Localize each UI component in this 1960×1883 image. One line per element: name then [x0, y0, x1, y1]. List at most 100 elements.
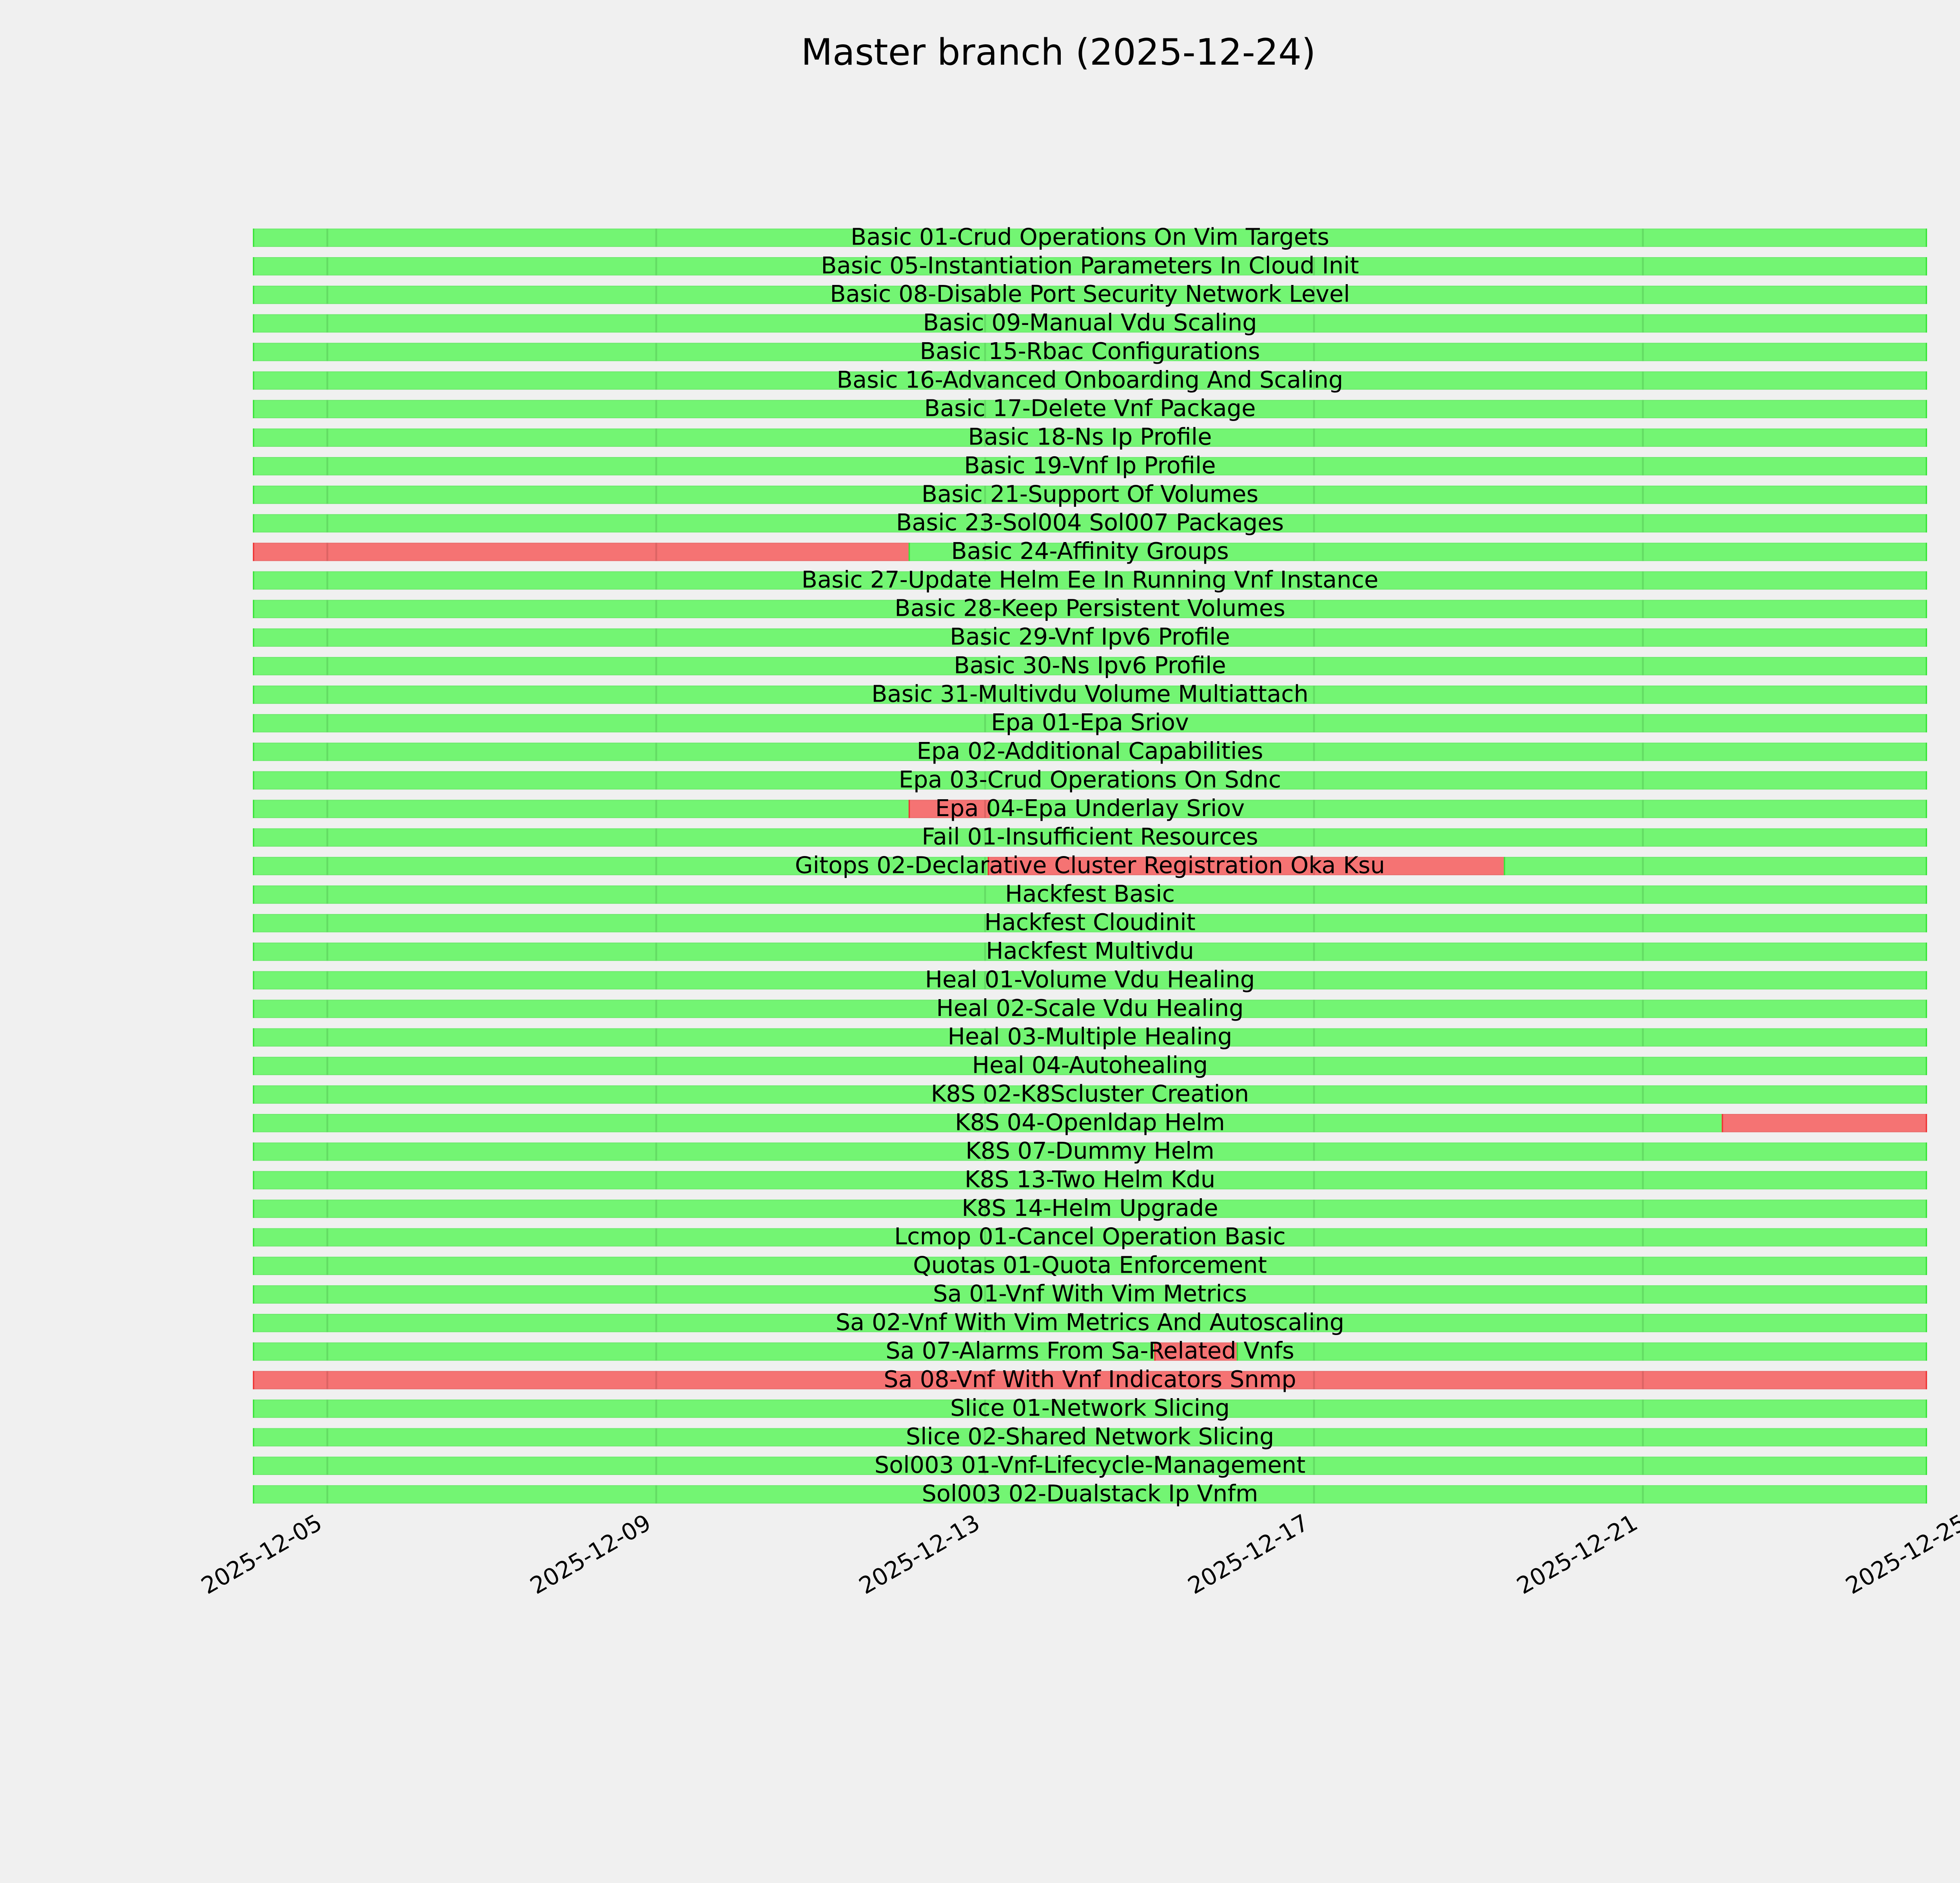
status-segment-pass — [253, 971, 1927, 990]
bar-label: Epa 02-Additional Capabilities — [917, 737, 1263, 764]
segment-top-edge — [253, 514, 1927, 515]
bar-end-edge — [1926, 257, 1927, 276]
status-segment-pass — [253, 400, 1927, 418]
segment-boundary-line — [326, 885, 328, 904]
segment-boundary-line — [1642, 885, 1644, 904]
segment-boundary-line — [1313, 571, 1315, 590]
segment-boundary-line — [655, 343, 657, 361]
bar-start-edge — [253, 343, 254, 361]
bar-start-edge — [253, 828, 254, 847]
segment-bottom-edge — [253, 1302, 1927, 1304]
bar-end-edge — [1926, 742, 1927, 761]
bar-end-edge — [1926, 428, 1927, 447]
bar-label: Basic 01-Crud Operations On Vim Targets — [851, 223, 1329, 250]
segment-bottom-edge — [1504, 874, 1927, 875]
segment-boundary-line — [655, 257, 657, 276]
segment-boundary-line — [984, 942, 986, 961]
status-segment-pass — [253, 686, 1927, 704]
bar-end-edge — [1926, 686, 1927, 704]
segment-boundary-line — [984, 1314, 986, 1332]
bar-start-edge — [253, 857, 254, 875]
bar-end-edge — [1926, 828, 1927, 847]
segment-boundary-line — [655, 1428, 657, 1447]
bar-end-edge — [1926, 1028, 1927, 1047]
segment-bottom-edge — [253, 503, 1927, 504]
segment-boundary-line — [984, 1057, 986, 1075]
segment-top-edge — [253, 885, 1927, 887]
bar-row: K8S 14-Helm Upgrade — [253, 1194, 1927, 1221]
segment-boundary-line — [984, 285, 986, 304]
bar-start-edge — [253, 1457, 254, 1475]
segment-top-edge — [253, 428, 1927, 430]
segment-top-edge — [253, 1171, 1927, 1172]
segment-top-edge — [253, 1199, 1927, 1201]
bar-label: Heal 04-Autohealing — [972, 1052, 1208, 1079]
segment-boundary-line — [655, 1371, 657, 1390]
segment-top-edge — [253, 714, 1927, 715]
bar-label: Epa 03-Crud Operations On Sdnc — [899, 766, 1281, 793]
segment-boundary-line — [1313, 457, 1315, 475]
segment-boundary-line — [326, 742, 328, 761]
bar-end-edge — [1926, 942, 1927, 961]
segment-boundary-line — [326, 229, 328, 247]
segment-top-edge — [253, 971, 1927, 972]
bar-start-edge — [253, 1428, 254, 1447]
segment-boundary-line — [1313, 1485, 1315, 1504]
status-segment-pass — [253, 1399, 1927, 1418]
segment-boundary-line — [326, 628, 328, 647]
bar-row: Epa 04-Epa Underlay Sriov — [253, 795, 1927, 822]
segment-bottom-edge — [253, 246, 1927, 247]
segment-boundary-line — [1642, 485, 1644, 504]
segment-boundary-line — [1642, 942, 1644, 961]
segment-boundary-line — [655, 1057, 657, 1075]
segment-boundary-line — [655, 1171, 657, 1190]
segment-boundary-line — [984, 371, 986, 390]
bar-end-edge — [1926, 1285, 1927, 1304]
segment-boundary-line — [326, 914, 328, 932]
segment-boundary-line — [326, 1142, 328, 1161]
segment-boundary-line — [326, 1399, 328, 1418]
segment-boundary-line — [984, 229, 986, 247]
segment-boundary-line — [326, 942, 328, 961]
segment-bottom-edge — [253, 303, 1927, 304]
segment-boundary-line — [1313, 257, 1315, 276]
segment-boundary-line — [326, 600, 328, 619]
segment-boundary-line — [1313, 371, 1315, 390]
segment-boundary-line — [1313, 343, 1315, 361]
bar-row: Sa 01-Vnf With Vim Metrics — [253, 1280, 1927, 1307]
segment-top-edge — [253, 1428, 1927, 1429]
bar-label: Hackfest Basic — [1005, 880, 1175, 907]
bar-label: Basic 30-Ns Ipv6 Profile — [954, 651, 1226, 678]
segment-boundary-line — [1313, 1257, 1315, 1275]
bar-start-edge — [253, 1000, 254, 1018]
segment-bottom-edge — [253, 1103, 1927, 1104]
segment-boundary-line — [1313, 1228, 1315, 1247]
bar-start-edge — [253, 1171, 254, 1190]
bar-start-edge — [253, 1399, 254, 1418]
segment-top-edge — [253, 742, 1927, 744]
segment-boundary-line — [1642, 971, 1644, 990]
bar-end-edge — [1926, 229, 1927, 247]
segment-bottom-edge — [253, 1274, 1927, 1275]
bar-label: K8S 13-Two Helm Kdu — [965, 1166, 1216, 1193]
bar-start-edge — [253, 1257, 254, 1275]
segment-boundary-line — [1313, 229, 1315, 247]
bar-label: K8S 02-K8Scluster Creation — [931, 1080, 1249, 1107]
segment-boundary-line — [984, 885, 986, 904]
status-segment-pass — [253, 457, 1927, 475]
bar-row: Fail 01-Insufficient Resources — [253, 823, 1927, 850]
segment-boundary-line — [326, 714, 328, 733]
segment-boundary-line — [984, 457, 986, 475]
segment-boundary-line — [984, 1485, 986, 1504]
bar-end-edge — [1926, 914, 1927, 932]
segment-boundary-line — [984, 1199, 986, 1218]
bar-row: Heal 01-Volume Vdu Healing — [253, 966, 1927, 993]
segment-boundary-line — [326, 1171, 328, 1190]
bar-end-edge — [1926, 400, 1927, 418]
segment-boundary-line — [1313, 1085, 1315, 1104]
segment-bottom-edge — [253, 960, 1927, 961]
bar-label: Sol003 02-Dualstack Ip Vnfm — [922, 1480, 1258, 1507]
bar-end-edge — [1926, 1485, 1927, 1504]
segment-bottom-edge — [988, 874, 1504, 875]
segment-boundary-line — [1642, 628, 1644, 647]
